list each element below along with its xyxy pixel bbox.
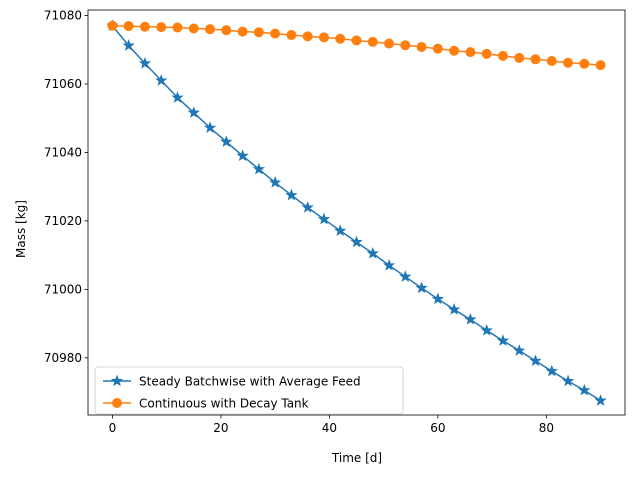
series-2-point: [318, 32, 329, 43]
series-1-point: [236, 149, 249, 162]
series-2-point: [579, 58, 590, 69]
series-1-point: [138, 56, 152, 69]
axes-frame: [87, 9, 626, 416]
series-1-point: [513, 344, 526, 356]
legend-marker: [112, 398, 122, 408]
x-tick-label: 20: [213, 421, 228, 435]
legend-label: Steady Batchwise with Average Feed: [139, 375, 361, 389]
series-1-point: [415, 281, 428, 294]
x-tick-label: 40: [322, 421, 337, 435]
legend-item-1: Steady Batchwise with Average Feed: [103, 375, 361, 389]
y-tick-label: 71020: [44, 214, 82, 228]
plot-area: [88, 10, 625, 415]
series-1-point: [431, 292, 444, 305]
series-2-point: [335, 33, 346, 44]
series-2-point: [188, 23, 199, 34]
x-tick-label: 80: [539, 421, 554, 435]
series-1-point: [529, 354, 542, 367]
y-tick-label: 71000: [44, 282, 82, 296]
series-2-point: [400, 40, 411, 51]
legend: Steady Batchwise with Average Feed Contin…: [94, 366, 404, 415]
series-2-point: [497, 50, 508, 61]
series-1-point: [317, 212, 331, 225]
series-2-point: [351, 35, 362, 46]
y-tick-label: 71040: [44, 145, 82, 159]
y-axis-label: Mass [kg]: [14, 200, 28, 258]
series-2-point: [270, 28, 281, 39]
x-tick-label: 60: [430, 421, 445, 435]
ticks: 0 20 40 60 80 70980 71000 71020 71040 71060 71080: [44, 8, 554, 435]
series-1-point: [545, 364, 558, 377]
series-2-point: [546, 56, 557, 67]
series-2-point: [595, 60, 606, 71]
series-1-point: [496, 334, 510, 346]
y-tick-label: 71060: [44, 77, 82, 91]
series-1-point: [480, 324, 493, 336]
series-2-point: [416, 41, 427, 52]
x-tick-label: 0: [109, 421, 117, 435]
series-2-point: [432, 43, 443, 54]
series-2-point: [253, 27, 264, 38]
legend-marker: [110, 374, 124, 387]
series-1-point: [155, 74, 168, 86]
legend-box: [94, 366, 404, 415]
series-2-point: [221, 25, 232, 36]
series-2-point: [514, 52, 525, 63]
series-1-point: [122, 39, 135, 51]
series-1-point: [448, 303, 461, 315]
series-2-point: [286, 29, 297, 40]
series-2-point: [465, 47, 476, 58]
series-1-point: [561, 374, 575, 387]
x-axis-label: Time [d]: [331, 451, 382, 465]
series-2-point: [384, 38, 395, 49]
series-2-point: [481, 48, 492, 59]
series-1-point: [594, 394, 607, 406]
series-1-point: [350, 235, 363, 248]
y-tick-label: 70980: [44, 351, 82, 365]
series-1-point: [285, 188, 298, 201]
series-2: [107, 20, 606, 71]
series-2-point: [123, 21, 134, 32]
series-2-point: [205, 24, 216, 35]
series-2-point: [172, 22, 183, 33]
series-1-point: [220, 135, 233, 148]
series-1-point: [399, 270, 412, 282]
series-1: [106, 19, 607, 406]
series-2-point: [139, 21, 150, 32]
legend-label: Continuous with Decay Tank: [139, 397, 309, 411]
series-1-point: [464, 313, 477, 325]
series-2-point: [237, 26, 248, 37]
axes-border: [87, 9, 626, 416]
series-2-point: [449, 45, 460, 56]
series-2-point: [367, 36, 378, 47]
series-1-point: [334, 224, 347, 237]
series-2-point: [302, 31, 313, 42]
series-1-point: [252, 162, 265, 175]
legend-item-2: Continuous with Decay Tank: [103, 397, 309, 411]
series-2-point: [156, 22, 167, 33]
series-2-point: [107, 20, 118, 31]
series-1-point: [187, 106, 200, 118]
series-2-point: [563, 57, 574, 68]
series-1-point: [382, 258, 396, 271]
series-layer: [106, 19, 607, 406]
series-2-point: [530, 54, 541, 65]
series-1-point: [269, 176, 282, 188]
plot-background: [88, 10, 625, 415]
series-1-point: [171, 91, 184, 103]
series-1-point: [301, 201, 314, 213]
series-1-point: [366, 246, 379, 259]
series-1-point: [578, 383, 591, 396]
y-tick-label: 71080: [44, 8, 82, 22]
series-1-point: [203, 121, 217, 133]
